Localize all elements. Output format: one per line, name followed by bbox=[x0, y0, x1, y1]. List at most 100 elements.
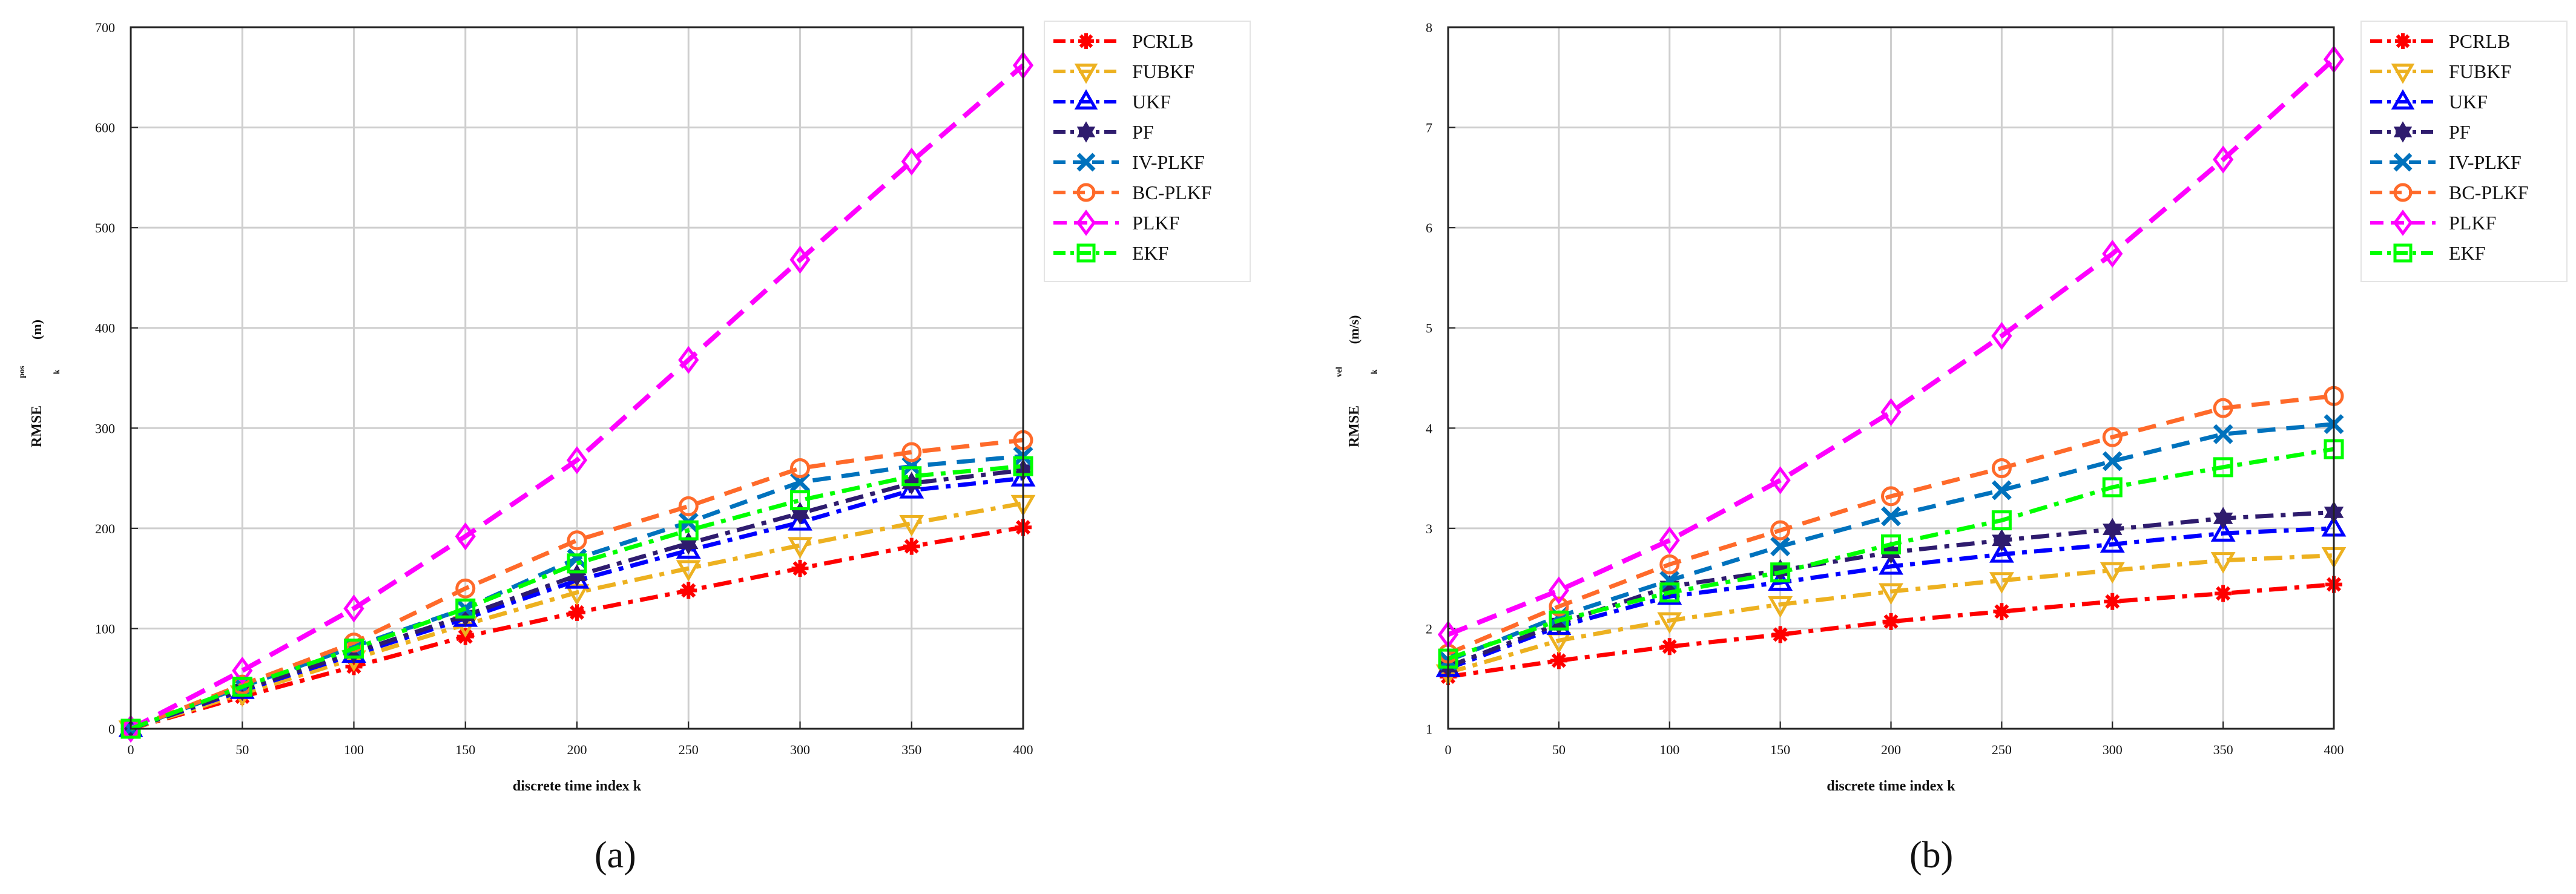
data-point-fubkf bbox=[788, 537, 812, 559]
caption-b: (b) bbox=[1909, 835, 1954, 876]
x-tick-label: 200 bbox=[567, 742, 587, 757]
series-line-fubkf bbox=[130, 501, 1024, 731]
legend-item-pf: PF bbox=[2370, 121, 2471, 143]
series-line-pf bbox=[130, 468, 1024, 731]
legend: PCRLB FUBKF UKF PF IV-PLKF BC-PLKF PLKF EKF bbox=[2360, 21, 2568, 282]
legend-item-plkf: PLKF bbox=[1053, 209, 1179, 236]
data-point-plkf bbox=[1991, 321, 2012, 350]
y-axis-label-unit: (m/s) bbox=[1346, 315, 1362, 344]
legend-marker bbox=[1076, 121, 1096, 143]
data-point-plkf bbox=[1880, 398, 1902, 426]
x-tick-label: 0 bbox=[1445, 742, 1452, 757]
data-point-ukf bbox=[2210, 520, 2236, 542]
legend-marker bbox=[1078, 33, 1094, 49]
data-point-bc-plkf bbox=[1549, 596, 1569, 617]
data-point-bc-plkf bbox=[1881, 486, 1901, 507]
y-tick-label: 300 bbox=[95, 421, 115, 436]
data-point-fubkf bbox=[2100, 562, 2125, 584]
data-point-fubkf bbox=[1657, 612, 1682, 634]
legend-item-pcrlb: PCRLB bbox=[2370, 30, 2510, 52]
legend-label: FUBKF bbox=[2449, 61, 2511, 82]
y-tick-label: 0 bbox=[108, 721, 115, 737]
data-point-iv-plkf bbox=[2102, 451, 2123, 472]
legend-item-ekf: EKF bbox=[1053, 242, 1168, 264]
y-tick-label: 100 bbox=[95, 621, 115, 636]
legend-label: PLKF bbox=[1132, 212, 1179, 234]
y-axis-label: RMSE vel k (m/s) bbox=[1335, 315, 1379, 448]
data-point-bc-plkf bbox=[901, 442, 922, 462]
data-point-ekf bbox=[567, 553, 587, 574]
series-line-bc-plkf bbox=[1447, 393, 2334, 656]
legend-marker bbox=[1076, 153, 1096, 172]
data-point-ekf bbox=[1881, 534, 1901, 554]
data-point-plkf bbox=[566, 446, 588, 475]
legend-item-pcrlb: PCRLB bbox=[1053, 30, 1193, 52]
x-tick-label: 250 bbox=[679, 742, 699, 757]
data-point-ekf bbox=[1659, 582, 1680, 603]
x-tick-label: 400 bbox=[2324, 742, 2344, 757]
legend-item-plkf: PLKF bbox=[2370, 209, 2496, 236]
legend-marker bbox=[1074, 89, 1098, 110]
legend-marker bbox=[2391, 89, 2415, 110]
series-line-pcrlb bbox=[1448, 582, 2334, 679]
data-point-ekf bbox=[1770, 562, 1791, 583]
data-point-bc-plkf bbox=[567, 530, 587, 551]
legend-marker bbox=[2393, 183, 2413, 202]
y-axis-label-main: RMSE bbox=[29, 406, 45, 447]
legend-item-ukf: UKF bbox=[2370, 89, 2488, 113]
data-point-pf bbox=[1992, 528, 2012, 552]
series-line-plkf bbox=[130, 63, 1025, 731]
data-point-pf bbox=[2213, 507, 2233, 530]
x-tick-label: 50 bbox=[236, 742, 249, 757]
legend-label: PF bbox=[2449, 121, 2471, 143]
x-axis-label: discrete time index k bbox=[513, 778, 642, 794]
data-point-plkf bbox=[1548, 576, 1569, 605]
grid bbox=[131, 27, 1023, 729]
legend-item-iv-plkf: IV-PLKF bbox=[1053, 151, 1205, 173]
x-tick-label: 350 bbox=[2213, 742, 2233, 757]
y-axis-label-sub: k bbox=[53, 369, 62, 374]
legend-item-iv-plkf: IV-PLKF bbox=[2370, 151, 2522, 173]
legend-label: UKF bbox=[2449, 91, 2488, 113]
data-point-iv-plkf bbox=[1659, 570, 1680, 591]
data-point-bc-plkf bbox=[678, 496, 699, 516]
data-point-fubkf bbox=[676, 560, 701, 582]
y-tick-label: 500 bbox=[95, 220, 115, 235]
x-tick-label: 50 bbox=[1552, 742, 1566, 757]
data-point-pcrlb bbox=[2104, 593, 2121, 610]
legend-item-pf: PF bbox=[1053, 121, 1154, 143]
x-tick-label: 250 bbox=[1992, 742, 2012, 757]
data-point-pcrlb bbox=[680, 582, 697, 599]
data-point-ekf bbox=[455, 598, 476, 619]
legend-item-ekf: EKF bbox=[2370, 242, 2485, 264]
data-point-bc-plkf bbox=[790, 458, 810, 479]
y-axis-label: RMSE pos k (m) bbox=[18, 320, 62, 447]
y-tick-label: 600 bbox=[95, 120, 115, 136]
data-point-ekf bbox=[1991, 510, 2012, 531]
data-point-pcrlb bbox=[1771, 626, 1789, 643]
legend-item-fubkf: FUBKF bbox=[2370, 61, 2511, 84]
legend-item-fubkf: FUBKF bbox=[1053, 61, 1194, 84]
x-tick-label: 150 bbox=[455, 742, 475, 757]
y-axis-label-sup: pos bbox=[18, 366, 27, 378]
legend-label: IV-PLKF bbox=[1132, 151, 1205, 173]
x-tick-label: 150 bbox=[1770, 742, 1790, 757]
axes: 0 50 100 150 200 250 300 350 400 1 2 3 4 5 6 7 8 discrete… bbox=[1335, 20, 2344, 794]
series-fubkf bbox=[1435, 547, 2347, 686]
y-tick-label: 700 bbox=[95, 20, 115, 35]
y-tick-label: 5 bbox=[1426, 321, 1432, 336]
x-tick-label: 300 bbox=[2103, 742, 2123, 757]
x-tick-label: 350 bbox=[901, 742, 921, 757]
y-tick-label: 2 bbox=[1426, 621, 1432, 636]
data-point-pf bbox=[2102, 518, 2123, 541]
legend-label: PF bbox=[1132, 121, 1154, 143]
data-point-fubkf bbox=[2210, 552, 2236, 574]
series-line-fubkf bbox=[1448, 553, 2334, 675]
data-point-ekf bbox=[790, 490, 810, 510]
data-point-fubkf bbox=[899, 514, 924, 537]
data-point-pcrlb bbox=[1882, 613, 1900, 630]
data-point-bc-plkf bbox=[2213, 398, 2233, 418]
x-tick-label: 300 bbox=[790, 742, 810, 757]
legend-marker bbox=[1076, 183, 1096, 202]
